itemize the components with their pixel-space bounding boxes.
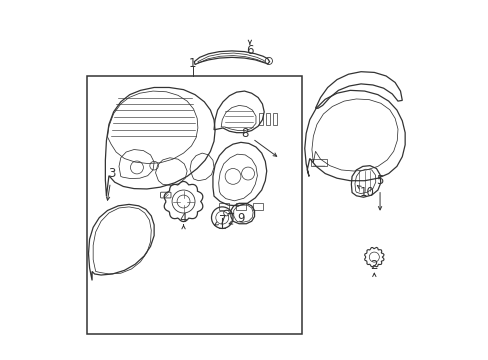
Text: 3: 3 [108,167,115,180]
Text: 6: 6 [245,44,253,57]
Text: 2: 2 [370,259,377,272]
Bar [310,159,326,166]
Text: 9: 9 [237,212,244,225]
Text: 5: 5 [376,174,383,187]
Text: 7: 7 [218,214,225,227]
Text: 4: 4 [180,212,187,225]
Bar [258,113,263,126]
Bar [86,76,301,334]
Text: 8: 8 [241,127,248,140]
Text: 10: 10 [359,186,374,199]
Bar [218,203,228,211]
Bar [253,203,263,211]
Bar [273,113,277,126]
Text: 1: 1 [188,57,196,69]
Bar [235,203,245,211]
Bar [265,113,270,126]
